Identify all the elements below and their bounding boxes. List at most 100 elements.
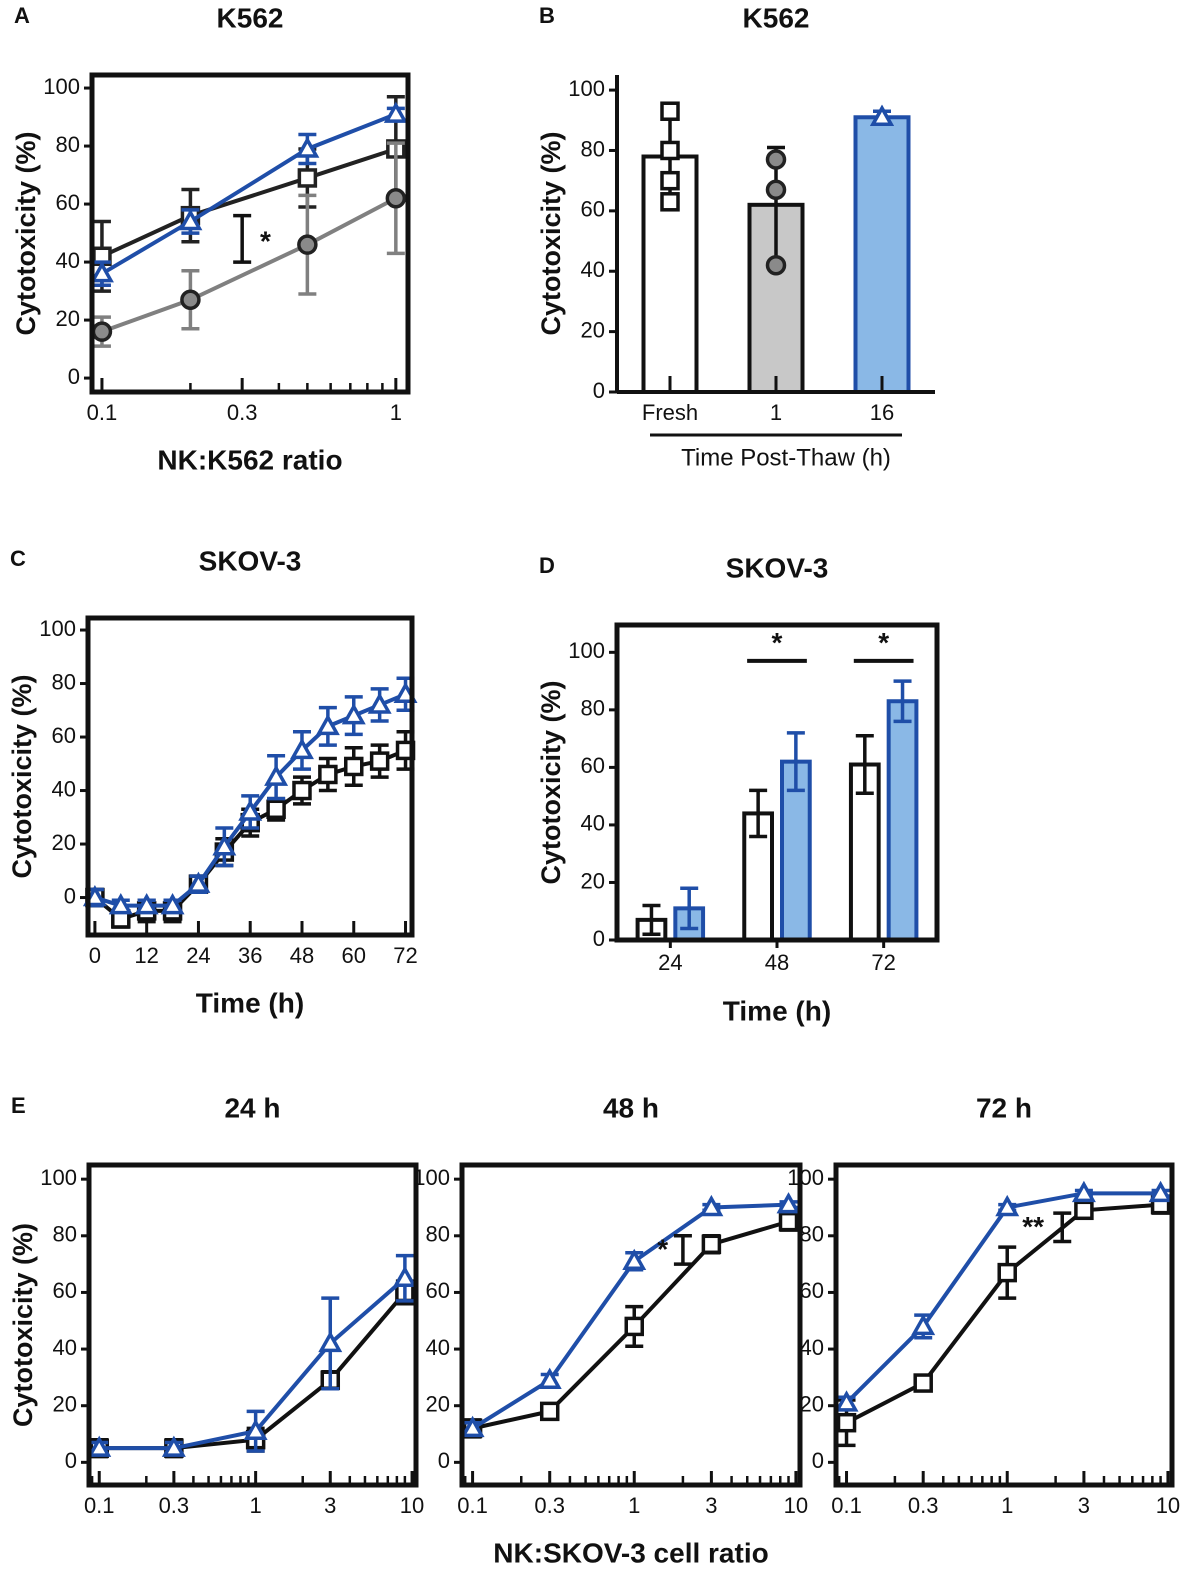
data-point (624, 1316, 644, 1337)
y-tick-label: 100 (413, 1165, 450, 1190)
plot-frame (89, 72, 411, 395)
data-point (660, 101, 680, 121)
y-tick-label: 0 (64, 883, 76, 908)
data-point (369, 751, 390, 771)
x-tick-label: 0.1 (84, 1493, 115, 1518)
data-point (212, 834, 237, 856)
data-point (289, 737, 314, 760)
x-tick-label: 12 (134, 943, 158, 968)
data-point (385, 188, 407, 209)
data-point (297, 234, 318, 255)
data-point (186, 871, 211, 893)
data-point (995, 1194, 1020, 1217)
data-point (108, 893, 133, 915)
data-point (660, 170, 680, 191)
y-tick-label: 0 (812, 1448, 824, 1473)
y-tick-label: 60 (800, 1278, 824, 1303)
panel-letter: A (14, 3, 30, 28)
panel-letter: C (10, 546, 26, 571)
y-axis-label: Cytotoxicity (%) (536, 131, 566, 335)
annotation: * (772, 627, 783, 658)
x-tick-label: 0 (89, 943, 101, 968)
data-point (238, 799, 263, 821)
group-label: Time Post-Thaw (h) (681, 444, 891, 471)
x-tick-label: 0.3 (159, 1493, 190, 1518)
x-tick-label: 1 (628, 1493, 640, 1518)
y-tick-label: 60 (52, 723, 76, 748)
chart-title: 48 h (603, 1092, 659, 1123)
data-point (297, 168, 318, 188)
y-tick-label: 0 (593, 926, 605, 951)
data-point (660, 192, 680, 212)
plot-frame (459, 1162, 803, 1488)
series-line (471, 1202, 789, 1431)
y-axis-label: Cytotoxicity (%) (8, 1223, 38, 1427)
data-point (460, 1415, 485, 1438)
x-tick-label: 0.1 (831, 1493, 862, 1518)
y-tick-label: 20 (800, 1392, 824, 1417)
x-tick-label: 10 (784, 1493, 808, 1518)
x-tick-label: 3 (1078, 1493, 1090, 1518)
data-point (341, 703, 366, 725)
y-tick-label: 0 (65, 1448, 77, 1473)
plot-frame (614, 622, 940, 943)
y-axis-label: Cytotoxicity (%) (11, 131, 41, 335)
y-tick-label: 80 (52, 669, 76, 694)
x-axis-label: NK:K562 ratio (157, 444, 342, 475)
x-tick-label: 60 (342, 943, 366, 968)
data-point (539, 1401, 560, 1422)
data-point (318, 764, 338, 785)
chart-title: K562 (743, 2, 810, 33)
data-point (870, 104, 894, 127)
data-point (392, 1265, 417, 1288)
data-point (699, 1194, 724, 1217)
x-tick-label: 48 (290, 943, 314, 968)
y-tick-label: 100 (40, 1165, 77, 1190)
chart-title: 24 h (224, 1092, 280, 1123)
data-point (367, 692, 392, 714)
x-tick-label: 0.3 (227, 400, 258, 425)
y-axis-label: Cytotoxicity (%) (7, 674, 37, 878)
series-line (101, 147, 397, 259)
data-point (1071, 1180, 1096, 1203)
y-tick-label: 40 (800, 1335, 824, 1360)
plot-frame (85, 615, 415, 938)
data-point (383, 101, 408, 123)
data-point (997, 1262, 1017, 1283)
y-tick-label: 20 (56, 306, 80, 331)
chart-title: SKOV-3 (726, 552, 829, 583)
x-tick-label: 72 (393, 943, 417, 968)
x-axis-label: Time (h) (196, 987, 304, 1018)
data-point (266, 799, 286, 820)
data-point (765, 254, 787, 276)
data-point (834, 1390, 859, 1412)
x-tick-label: 1 (250, 1493, 262, 1518)
y-tick-label: 40 (426, 1335, 450, 1360)
x-tick-label: 24 (186, 943, 210, 968)
bar (886, 699, 919, 942)
x-tick-label: 36 (238, 943, 262, 968)
data-point (161, 1435, 186, 1457)
y-tick-label: 40 (53, 1335, 77, 1360)
x-tick-label: 0.3 (908, 1493, 939, 1518)
y-tick-label: 40 (52, 776, 76, 801)
chart-title: 72 h (976, 1092, 1032, 1123)
annotation: * (260, 225, 271, 256)
plot-frame (86, 1162, 419, 1488)
y-tick-label: 20 (52, 830, 76, 855)
x-tick-label: 3 (324, 1493, 336, 1518)
data-point (765, 179, 787, 200)
x-axis-label: NK:SKOV-3 cell ratio (493, 1537, 768, 1568)
y-tick-label: 100 (787, 1165, 824, 1190)
x-tick-label: 1 (1001, 1493, 1013, 1518)
y-tick-label: 100 (39, 616, 76, 641)
panel-letter: E (11, 1093, 26, 1118)
data-point (89, 261, 114, 283)
panel-letter: B (539, 3, 555, 28)
data-point (344, 756, 364, 777)
data-point (292, 780, 312, 801)
data-point (264, 764, 289, 786)
series-line (101, 196, 397, 334)
data-point (134, 893, 159, 915)
bar (853, 115, 911, 395)
